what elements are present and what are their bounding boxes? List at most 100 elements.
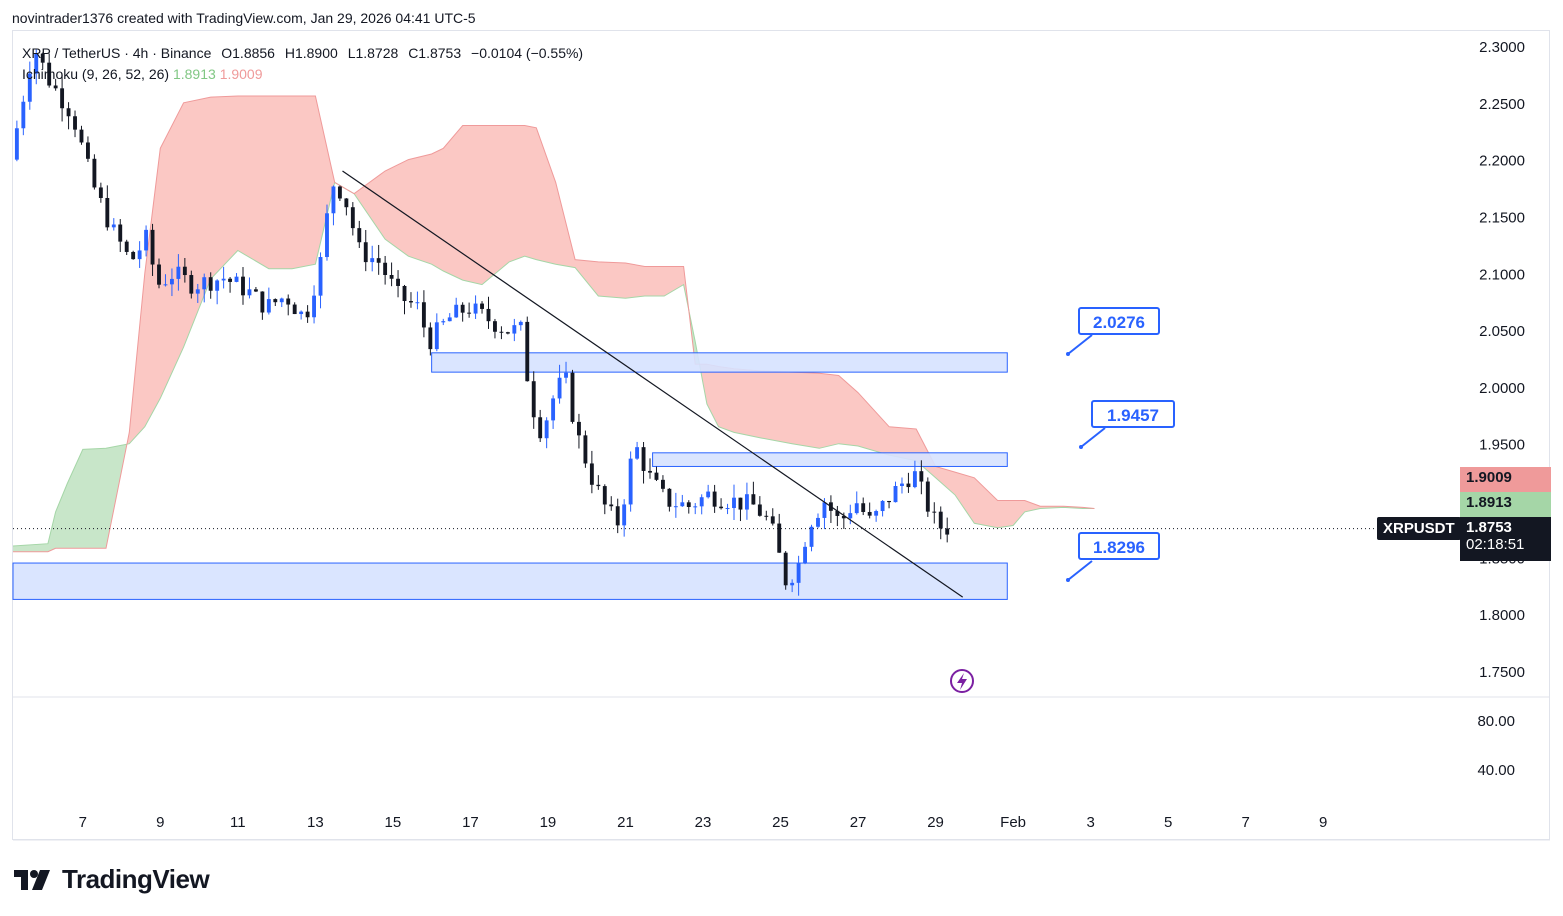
senkou-span-a-line [12,181,1095,547]
candle-bearish [467,312,472,314]
candle-bearish [738,497,743,510]
candle-bullish [21,101,26,129]
candle-bearish [835,510,840,516]
candle-bearish [92,158,97,188]
candle-bearish [770,516,775,524]
candle-bullish [874,511,879,516]
candle-bullish [34,53,39,74]
ohlc-close: C1.8753 [408,45,462,61]
ohlc-low: L1.8728 [347,45,399,61]
last-price-value: 1.8753 [1466,519,1512,536]
candle-bullish [137,250,142,260]
tradingview-logo[interactable]: TradingView [14,864,210,895]
trendline-layer [13,170,1455,598]
x-tick-label: 7 [79,814,87,831]
candle-bullish [266,299,271,313]
candle-bullish [564,372,568,378]
candle-bearish [570,372,575,422]
candle-bearish [286,298,291,305]
callout-bottom[interactable]: 1.8296 [1078,532,1160,560]
chart-axes: 2.3000 2.2500 2.2000 2.1500 2.1000 2.0500 2.00… [79,39,1525,831]
x-tick-label: 25 [772,814,789,831]
candle-bearish [350,207,355,229]
price-zone [431,352,1008,373]
candle-bearish [363,242,368,263]
x-tick-label: 21 [617,814,634,831]
candle-bearish [189,275,194,294]
candle-bearish [396,278,400,286]
candle-bearish [583,435,588,464]
candle-bearish [157,264,161,285]
callout-anchor-dot [1079,445,1083,449]
y-tick-label: 1.7500 [1479,664,1525,681]
candle-bullish [215,280,220,291]
candle-bearish [925,481,930,512]
symbol-name[interactable]: XRP / TetherUS · 4h · Binance [22,45,212,61]
candle-bullish [247,289,252,296]
candle-bullish [14,128,19,160]
candle-bearish [292,304,297,315]
candle-bearish [932,511,937,513]
candle-bullish [312,295,317,318]
candle-bearish [861,503,866,512]
x-tick-label: 19 [540,814,557,831]
y-tick-label: 1.9500 [1479,437,1525,454]
candle-bearish [938,511,943,529]
candle-bullish [544,420,549,439]
candle-bearish [357,228,362,243]
candle-bearish [86,142,90,159]
candle-bearish [686,502,691,507]
candle-bearish [660,479,665,489]
x-tick-label: 9 [156,814,164,831]
price-zone [652,452,1008,467]
candle-bearish [376,258,381,263]
indicator-legend[interactable]: Ichimoku (9, 26, 52, 26) 1.8913 1.9009 [22,66,263,82]
candle-bearish [751,494,756,505]
candle-bullish [434,322,439,350]
callout-pointer [1067,560,1093,581]
candle-bullish [816,517,820,527]
callout-top[interactable]: 2.0276 [1078,307,1160,335]
candle-bearish [421,302,426,328]
last-price-tag: 1.8753 02:18:51 [1460,517,1551,561]
callout-pointer [1067,334,1093,355]
candle-bearish [273,299,278,303]
candle-bullish [673,506,678,508]
symbol-tag: XRPUSDT [1377,517,1461,540]
cloud-bearish [699,364,1095,528]
y-tick-label: 2.1000 [1479,266,1525,283]
candle-bearish [505,332,510,334]
candle-bearish [79,129,84,143]
candle-bullish [176,266,181,279]
indicator-name[interactable]: Ichimoku (9, 26, 52, 26) [22,66,170,82]
candle-bullish [796,563,801,583]
cloud-bullish [13,444,127,552]
y-tick-label: 2.3000 [1479,39,1525,56]
candle-bearish [596,484,601,487]
candle-bearish [480,303,484,309]
candle-bullish [880,500,885,512]
ohlc-change: −0.0104 (−0.55%) [471,45,584,61]
y-tick-label: 2.2000 [1479,153,1525,170]
alert-icon[interactable] [950,669,974,693]
candlesticks [14,49,950,596]
candle-bearish [757,504,762,516]
candle-bullish [628,458,633,505]
candle-bearish [493,321,497,332]
candle-bullish [518,321,523,326]
senkou-a-price-tag: 1.8913 [1460,492,1551,517]
x-tick-label: 29 [927,814,944,831]
candle-bearish [841,515,846,519]
support-resistance-zones [12,352,1008,600]
senkou-b-price-tag: 1.9009 [1460,467,1551,492]
candle-bearish [208,277,213,291]
ichimoku-cloud [12,95,1095,553]
candle-bullish [848,513,853,519]
candle-bearish [654,472,659,480]
ohlc-open: O1.8856 [221,45,275,61]
candle-bearish [124,241,129,252]
callout-middle[interactable]: 1.9457 [1091,400,1175,428]
candle-bullish [809,526,814,547]
symbol-legend[interactable]: XRP / TetherUS · 4h · Binance O1.8856 H1… [22,45,589,61]
